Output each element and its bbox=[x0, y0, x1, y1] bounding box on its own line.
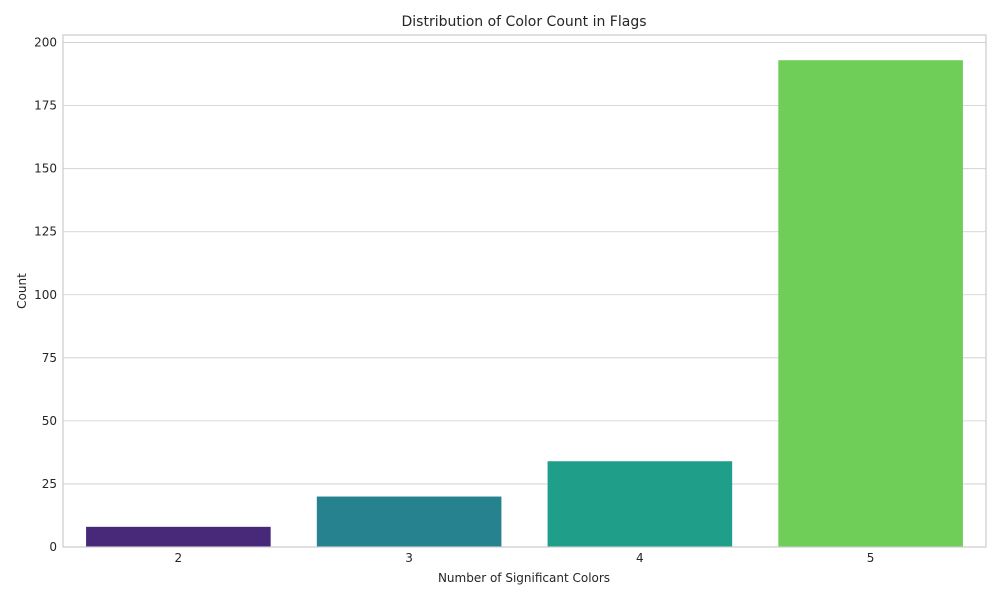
y-tick-labels: 0 25 50 75 100 125 150 175 200 bbox=[34, 36, 57, 554]
x-tick-label: 3 bbox=[405, 551, 413, 565]
y-tick-label: 175 bbox=[34, 99, 57, 113]
bar-2 bbox=[86, 526, 271, 547]
bars bbox=[86, 60, 963, 547]
y-tick-label: 125 bbox=[34, 225, 57, 239]
y-tick-label: 25 bbox=[42, 477, 57, 491]
y-tick-label: 50 bbox=[42, 414, 57, 428]
x-tick-label: 5 bbox=[867, 551, 875, 565]
bar-5 bbox=[778, 60, 963, 547]
bar-4 bbox=[547, 461, 733, 547]
bar-3 bbox=[316, 496, 502, 547]
y-tick-label: 150 bbox=[34, 162, 57, 176]
plot-frame bbox=[62, 34, 987, 548]
y-tick-label: 0 bbox=[49, 540, 57, 554]
x-tick-labels: 2 3 4 5 bbox=[175, 551, 875, 565]
y-tick-label: 100 bbox=[34, 288, 57, 302]
chart-title: Distribution of Color Count in Flags bbox=[401, 14, 646, 30]
y-tick-label: 75 bbox=[42, 351, 57, 365]
x-tick-label: 4 bbox=[636, 551, 644, 565]
y-axis-label: Count bbox=[15, 273, 29, 309]
x-tick-label: 2 bbox=[175, 551, 183, 565]
x-axis-label: Number of Significant Colors bbox=[438, 571, 610, 585]
y-tick-label: 200 bbox=[34, 36, 57, 50]
